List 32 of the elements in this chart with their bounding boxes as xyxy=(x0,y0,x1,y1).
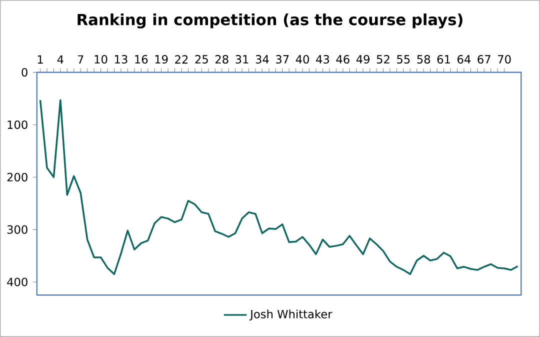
x-tick-label: 52 xyxy=(376,55,390,64)
y-tick-label: 0 xyxy=(22,68,28,77)
x-tick-label: 1 xyxy=(38,55,43,64)
x-tick-label: 40 xyxy=(296,55,310,64)
chart-title: Ranking in competition (as the course plays) xyxy=(78,13,462,28)
line-series xyxy=(39,99,519,275)
x-tick-label: 61 xyxy=(437,55,450,64)
x-tick-label: 25 xyxy=(195,55,208,64)
x-tick-label: 4 xyxy=(57,55,64,64)
x-tick-label: 67 xyxy=(478,55,490,64)
x-tick-label: 37 xyxy=(276,55,289,64)
x-tick-label: 7 xyxy=(78,55,84,64)
x-tick-label: 49 xyxy=(356,55,370,64)
y-tick-label: 100 xyxy=(8,120,28,130)
legend-label: Josh Whittaker xyxy=(250,310,332,321)
x-tick-label: 46 xyxy=(336,55,350,64)
x-tick-label: 58 xyxy=(417,55,430,64)
x-tick-label: 55 xyxy=(397,55,410,64)
x-tick-label: 34 xyxy=(256,55,269,64)
x-tick-label: 70 xyxy=(498,55,511,64)
x-tick-label: 16 xyxy=(135,55,148,64)
x-tick-label: 19 xyxy=(155,55,168,64)
x-tick-label: 22 xyxy=(175,55,188,64)
y-tick-label: 300 xyxy=(7,225,28,234)
x-tick-label: 28 xyxy=(215,55,228,64)
x-tick-label: 10 xyxy=(94,55,108,64)
x-tick-label: 64 xyxy=(458,55,471,64)
x-tick-label: 31 xyxy=(236,55,248,64)
y-tick-label: 400 xyxy=(7,278,28,286)
y-tick-label: 200 xyxy=(7,172,28,182)
x-tick-label: 13 xyxy=(114,55,128,64)
x-tick-label: 43 xyxy=(316,55,330,64)
